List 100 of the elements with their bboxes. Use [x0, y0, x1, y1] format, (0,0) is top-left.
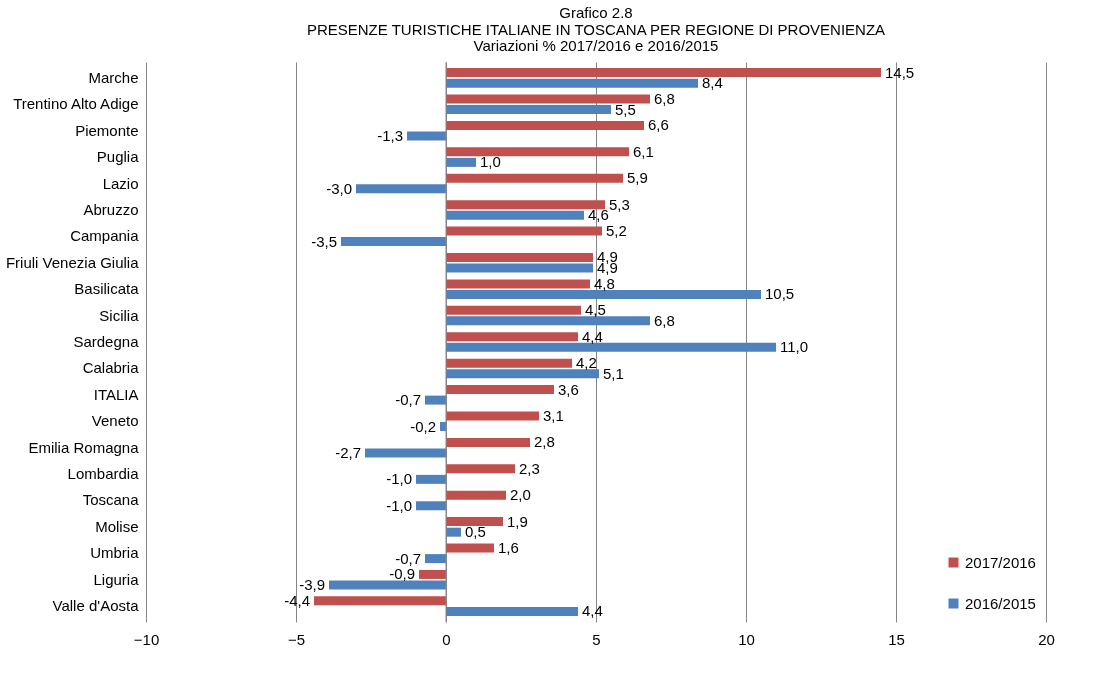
x-tick-label: 10 — [738, 630, 755, 648]
bar — [446, 342, 776, 352]
data-label: -0,2 — [410, 417, 436, 435]
bar — [446, 120, 644, 130]
data-label: 8,4 — [702, 74, 723, 92]
data-label: 10,5 — [765, 285, 795, 303]
bar — [446, 94, 650, 104]
x-tick-label: 5 — [592, 630, 601, 648]
y-tick-label: ITALIA — [93, 385, 139, 403]
bar — [446, 173, 623, 183]
data-label: -1,0 — [386, 470, 412, 488]
data-label: 14,5 — [885, 63, 915, 81]
data-label: 4,6 — [588, 206, 609, 224]
y-tick-label: Sicilia — [99, 306, 140, 324]
y-tick-label: Valle d'Aosta — [52, 597, 140, 615]
chart-subtitle: Variazioni % 2017/2016 e 2016/2015 — [473, 36, 719, 54]
bar — [446, 411, 539, 421]
x-tick-label: −10 — [133, 630, 160, 648]
bar — [446, 437, 530, 447]
legend-label: 2017/2016 — [965, 553, 1036, 571]
data-label: -2,7 — [335, 443, 361, 461]
bar — [446, 385, 554, 395]
bar — [329, 580, 446, 590]
bar — [446, 517, 503, 527]
data-label: 1,9 — [507, 512, 528, 530]
y-tick-label: Calabria — [82, 359, 140, 377]
x-tick-label: 20 — [1038, 630, 1055, 648]
bar — [446, 332, 578, 342]
bar — [446, 464, 515, 474]
data-label: 0,5 — [465, 523, 486, 541]
y-tick-label: Umbria — [90, 544, 140, 562]
bar — [446, 147, 629, 157]
bar — [365, 448, 446, 458]
bar — [446, 252, 593, 262]
bar — [446, 490, 506, 500]
y-tick-label: Friuli Venezia Giulia — [5, 253, 140, 271]
bar — [446, 543, 494, 553]
bar — [446, 226, 602, 236]
data-label: 11,0 — [780, 338, 809, 356]
data-label: 5,1 — [603, 364, 624, 382]
bar — [446, 68, 881, 78]
bar — [446, 200, 605, 210]
bar — [407, 131, 446, 141]
data-label: 3,1 — [543, 406, 564, 424]
y-tick-label: Abruzzo — [83, 200, 139, 218]
data-label: -1,3 — [377, 126, 403, 144]
data-label: -3,0 — [326, 179, 352, 197]
x-tick-label: 15 — [888, 630, 905, 648]
bar — [446, 527, 461, 537]
bar — [446, 263, 593, 273]
y-tick-label: Lazio — [102, 174, 139, 192]
legend-label: 2016/2015 — [965, 594, 1036, 612]
bar — [446, 316, 650, 326]
data-label: 4,4 — [582, 602, 603, 620]
data-label: 5,9 — [627, 169, 648, 187]
data-label: 4,2 — [576, 354, 597, 372]
chart-title: Grafico 2.8 PRESENZE TURISTICHE ITALIANE IN TOSCANA PER REGIONE DI PROVENIENZA — [306, 3, 886, 38]
bar — [446, 289, 761, 299]
data-label: 4,5 — [585, 301, 606, 319]
data-label: 2,0 — [510, 486, 531, 504]
data-label: -0,9 — [389, 565, 415, 583]
data-label: -3,9 — [299, 576, 325, 594]
y-tick-label: Basilicata — [74, 280, 140, 298]
x-tick-label: 0 — [442, 630, 451, 648]
bar — [314, 596, 446, 606]
data-label: 5,5 — [615, 100, 636, 118]
data-label: 5,3 — [609, 195, 630, 213]
data-label: 6,1 — [633, 142, 654, 160]
bar — [446, 210, 584, 220]
data-label: 1,6 — [498, 539, 519, 557]
bar — [425, 554, 446, 564]
data-label: 6,8 — [654, 311, 675, 329]
bar — [425, 395, 446, 405]
y-tick-label: Sardegna — [73, 333, 140, 350]
y-tick-label: Toscana — [82, 491, 140, 509]
data-label: 2,3 — [519, 459, 540, 477]
data-label: -0,7 — [395, 391, 421, 409]
bar — [446, 305, 581, 315]
bar — [341, 237, 446, 247]
y-tick-label: Emilia Romagna — [28, 438, 140, 456]
y-tick-label: Marche — [88, 68, 139, 86]
bar — [416, 474, 446, 484]
y-tick-label: Piemonte — [75, 121, 139, 139]
data-label: 5,2 — [606, 222, 627, 240]
bar — [446, 358, 572, 368]
data-label: 4,8 — [594, 274, 615, 292]
y-tick-label: Veneto — [91, 412, 139, 430]
bar — [419, 569, 446, 579]
bar — [446, 78, 698, 88]
data-label: 6,8 — [654, 89, 675, 107]
y-tick-label: Liguria — [93, 570, 140, 588]
data-label: 4,4 — [582, 327, 603, 345]
bar — [356, 184, 446, 194]
data-label: -4,4 — [284, 591, 310, 609]
y-tick-label: Campania — [70, 227, 140, 245]
bar — [446, 606, 578, 616]
data-label: 2,8 — [534, 433, 555, 451]
bar — [416, 501, 446, 511]
data-label: -1,0 — [386, 496, 412, 514]
y-tick-label: Trentino Alto Adige — [13, 95, 139, 113]
